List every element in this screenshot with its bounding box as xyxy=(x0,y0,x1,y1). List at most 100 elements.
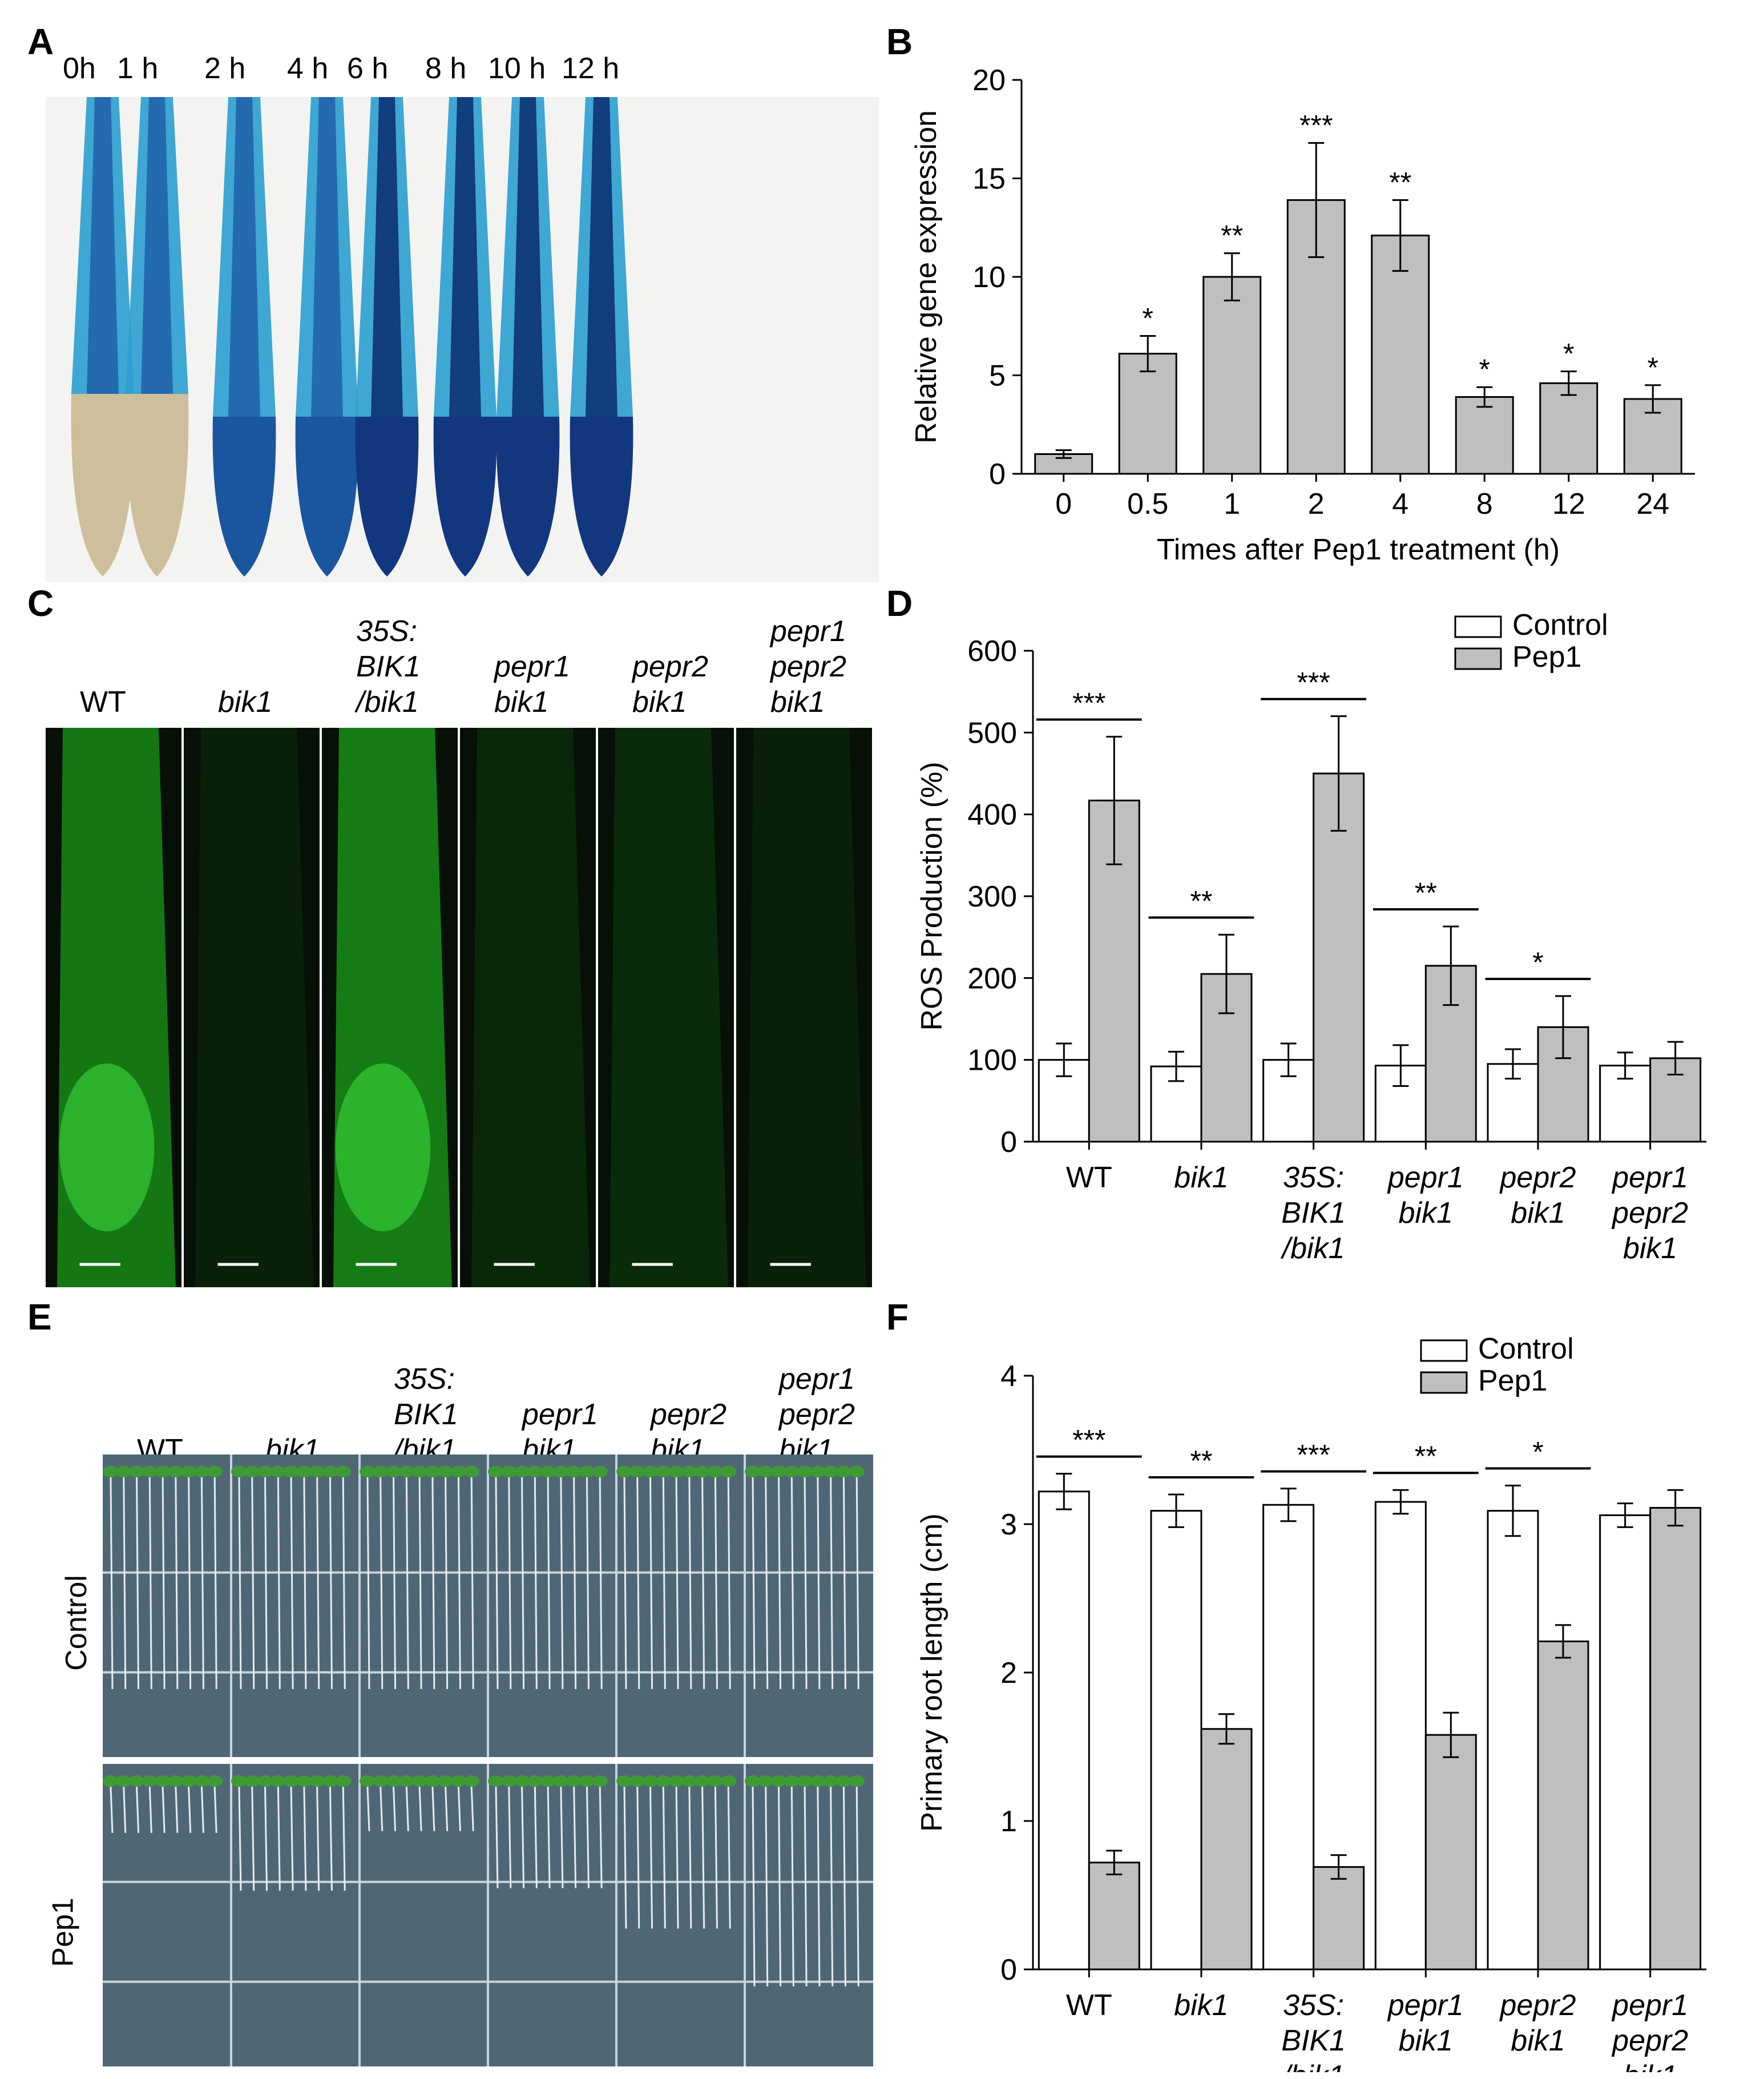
bar xyxy=(1455,396,1514,475)
significance-label: *** xyxy=(1072,1424,1105,1456)
legend-swatch xyxy=(1454,647,1502,670)
x-tick-label: 2 xyxy=(1308,487,1325,521)
time-label: 2 h xyxy=(204,52,246,85)
x-tick-label: BIK1 xyxy=(1281,2024,1346,2057)
x-axis-title: Times after Pep1 treatment (h) xyxy=(1157,533,1560,566)
x-tick-label: 1 xyxy=(1224,487,1240,521)
significance-label: *** xyxy=(1072,687,1105,719)
root-sample xyxy=(295,97,359,577)
time-label: 1 h xyxy=(117,52,159,85)
legend-label: Pep1 xyxy=(1512,640,1581,674)
significance-label: ** xyxy=(1221,220,1243,252)
x-tick-label: bik1 xyxy=(1174,1989,1228,2022)
genotype-label: BIK1 xyxy=(394,1398,458,1431)
time-label: 10 h xyxy=(488,52,546,85)
bar xyxy=(1537,1640,1589,1971)
y-tick-label: 100 xyxy=(967,1044,1017,1077)
panel-label-f: F xyxy=(886,1296,909,1337)
x-tick-label: bik1 xyxy=(1511,2024,1565,2057)
y-tick-label: 0 xyxy=(989,458,1006,491)
fluorescence-image xyxy=(184,728,320,1287)
x-tick-label: pepr1 xyxy=(1387,1989,1464,2022)
bar xyxy=(1118,353,1177,475)
x-tick-label: bik1 xyxy=(1623,2060,1677,2072)
root-sample xyxy=(71,97,135,577)
x-tick-label: bik1 xyxy=(1511,1196,1565,1230)
y-axis-title: ROS Production (%) xyxy=(915,762,948,1030)
y-tick-label: 2 xyxy=(1000,1657,1017,1690)
panel-a-root-gus-images: 0h 1 h 2 h 4 h 6 h 8 h 10 h 12 h xyxy=(46,51,879,582)
panel-label-c: C xyxy=(27,583,54,624)
genotype-label: bik1 xyxy=(494,686,549,719)
x-tick-label: pepr2 xyxy=(1611,2024,1688,2057)
x-tick-label: WT xyxy=(1066,1161,1112,1194)
y-tick-label: 400 xyxy=(967,799,1017,832)
genotype-label: WT xyxy=(80,686,126,719)
x-tick-label: pepr2 xyxy=(1611,1196,1688,1230)
root-sample xyxy=(433,97,497,577)
bar xyxy=(1088,1862,1140,1971)
x-tick-label: pepr1 xyxy=(1611,1989,1688,2022)
significance-label: *** xyxy=(1297,667,1330,699)
plate-photo xyxy=(103,1455,873,1757)
significance-label: * xyxy=(1532,946,1543,978)
x-tick-label: 35S: xyxy=(1283,1161,1344,1194)
genotype-label: pepr2 xyxy=(651,1398,726,1431)
y-tick-label: 500 xyxy=(967,716,1017,750)
legend-label: Pep1 xyxy=(1478,1364,1547,1397)
genotype-label: bik1 xyxy=(218,686,273,719)
bar xyxy=(1200,1728,1253,1971)
bar xyxy=(1374,1501,1427,1971)
panel-c-ros-fluorescence-images: WT bik1 35S: BIK1/bik1 pepr1 bik1 pepr2 bik1 pep… xyxy=(46,605,879,1290)
significance-label: *** xyxy=(1297,1439,1330,1471)
bar xyxy=(1262,1504,1315,1971)
y-tick-label: 4 xyxy=(1000,1360,1017,1393)
bar xyxy=(1202,276,1262,475)
x-tick-label: 0 xyxy=(1055,487,1072,521)
genotype-label: BIK1 xyxy=(356,650,421,683)
significance-label: ** xyxy=(1415,877,1437,909)
y-tick-label: 20 xyxy=(972,64,1006,97)
y-axis-title: Primary root length (cm) xyxy=(915,1513,948,1832)
fluorescence-image xyxy=(46,728,181,1287)
y-tick-label: 15 xyxy=(972,163,1006,196)
fluorescence-image xyxy=(598,728,734,1287)
x-tick-label: 0.5 xyxy=(1127,487,1168,521)
y-tick-label: 5 xyxy=(989,360,1006,393)
panel-label-a: A xyxy=(27,21,54,62)
legend-swatch xyxy=(1420,1371,1468,1394)
x-tick-label: 24 xyxy=(1636,487,1669,521)
bar xyxy=(1424,1734,1477,1971)
root-sample xyxy=(496,97,560,577)
legend-label: Control xyxy=(1478,1332,1574,1365)
y-tick-label: 10 xyxy=(972,261,1006,294)
genotype-label: 35S: xyxy=(394,1363,455,1396)
y-tick-label: 1 xyxy=(1000,1805,1017,1838)
root-sample xyxy=(212,97,276,577)
y-tick-label: 300 xyxy=(967,880,1017,913)
gus-root-micrographs xyxy=(46,97,879,582)
treatment-row-label: Pep1 xyxy=(46,1897,80,1967)
x-tick-label: 4 xyxy=(1392,487,1408,521)
significance-label: * xyxy=(1143,303,1153,335)
y-tick-label: 0 xyxy=(1000,1126,1017,1159)
genotype-label: pepr1 xyxy=(522,1398,598,1431)
genotype-label: bik1 xyxy=(770,686,825,719)
bar xyxy=(1371,235,1430,475)
treatment-row-label: Control xyxy=(59,1575,93,1671)
significance-label: * xyxy=(1532,1436,1543,1468)
genotype-label: pepr1 xyxy=(770,615,846,648)
plate-photo xyxy=(103,1764,873,2066)
fluorescence-image xyxy=(736,728,872,1287)
panel-label-d: D xyxy=(886,583,913,624)
x-tick-label: /bik1 xyxy=(1281,1232,1345,1265)
bar xyxy=(1038,1490,1090,1971)
x-tick-label: pepr2 xyxy=(1499,1989,1576,2022)
y-tick-label: 600 xyxy=(967,635,1017,668)
bar xyxy=(1649,1506,1702,1971)
x-tick-label: bik1 xyxy=(1399,2024,1453,2057)
